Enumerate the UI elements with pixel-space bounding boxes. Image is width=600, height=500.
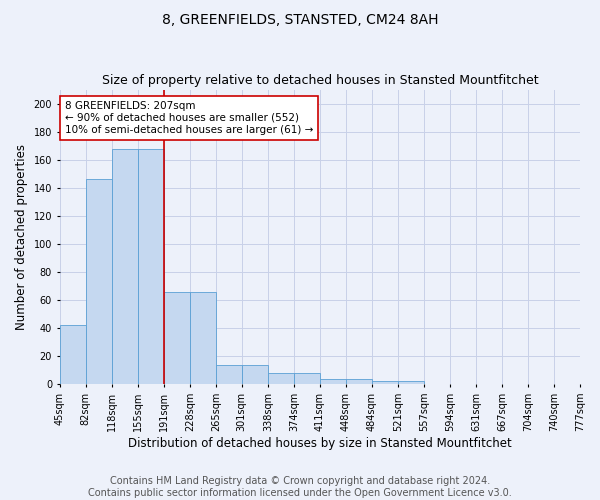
- Bar: [86, 180, 112, 384]
- Bar: [242, 364, 268, 384]
- Bar: [372, 382, 398, 384]
- Y-axis label: Number of detached properties: Number of detached properties: [15, 144, 28, 330]
- Bar: [190, 292, 216, 384]
- Text: 8 GREENFIELDS: 207sqm
← 90% of detached houses are smaller (552)
10% of semi-det: 8 GREENFIELDS: 207sqm ← 90% of detached …: [65, 102, 313, 134]
- Bar: [398, 382, 424, 384]
- Bar: [268, 373, 294, 384]
- Bar: [320, 378, 346, 384]
- Title: Size of property relative to detached houses in Stansted Mountfitchet: Size of property relative to detached ho…: [101, 74, 538, 87]
- Text: 8, GREENFIELDS, STANSTED, CM24 8AH: 8, GREENFIELDS, STANSTED, CM24 8AH: [162, 12, 438, 26]
- Bar: [112, 148, 138, 384]
- Text: Contains HM Land Registry data © Crown copyright and database right 2024.
Contai: Contains HM Land Registry data © Crown c…: [88, 476, 512, 498]
- Bar: [346, 378, 372, 384]
- Bar: [138, 148, 164, 384]
- X-axis label: Distribution of detached houses by size in Stansted Mountfitchet: Distribution of detached houses by size …: [128, 437, 512, 450]
- Bar: [294, 373, 320, 384]
- Bar: [216, 364, 242, 384]
- Bar: [164, 292, 190, 384]
- Bar: [59, 326, 86, 384]
